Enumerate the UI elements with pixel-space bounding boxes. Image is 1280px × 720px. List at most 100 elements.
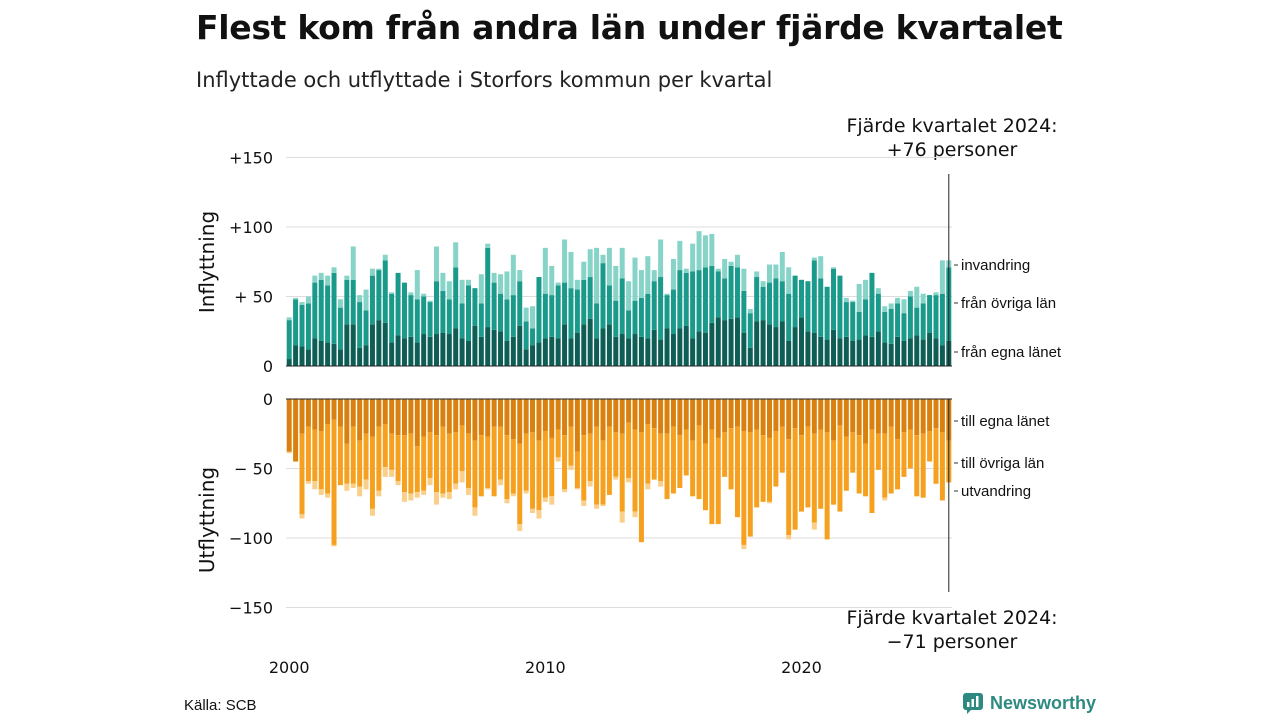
bar-in-segment <box>401 338 407 366</box>
bar-out-segment <box>286 399 292 452</box>
bar-in-segment <box>305 349 311 366</box>
bar-out-segment <box>446 399 452 434</box>
bar-out-segment <box>325 424 331 494</box>
bar-out-segment <box>837 425 843 512</box>
bar-out-segment <box>536 510 542 519</box>
annotation-top-line1: Fjärde kvartalet 2024: <box>846 115 1058 137</box>
bar-out-segment <box>709 429 715 525</box>
bar-in-segment <box>459 303 465 339</box>
y-tick-label-top: +100 <box>229 218 273 237</box>
bar-out-segment <box>888 426 894 494</box>
bar-out-segment <box>811 399 817 434</box>
bar-out-segment <box>888 399 894 427</box>
bar-out-segment <box>382 467 388 477</box>
bar-out-segment <box>312 399 318 430</box>
bar-in-segment <box>850 300 856 303</box>
bar-out-segment <box>350 399 356 427</box>
bar-out-segment <box>389 433 395 470</box>
bar-in-segment <box>831 268 837 330</box>
bar-in-segment <box>337 299 343 308</box>
bar-in-segment <box>690 271 696 339</box>
bar-in-segment <box>337 349 343 366</box>
bar-out-segment <box>555 429 561 458</box>
bar-in-segment <box>856 339 862 366</box>
bar-out-segment <box>325 399 331 425</box>
bar-in-segment <box>498 331 504 366</box>
bar-in-segment <box>453 267 459 329</box>
bar-in-segment <box>779 321 785 366</box>
bar-out-segment <box>357 399 363 441</box>
bar-in-segment <box>696 331 702 366</box>
bar-out-segment <box>318 430 324 490</box>
bar-in-segment <box>606 324 612 366</box>
bar-out-segment <box>651 399 657 429</box>
bar-out-segment <box>312 429 318 482</box>
bar-in-segment <box>299 302 305 305</box>
bar-in-segment <box>594 303 600 339</box>
bar-out-segment <box>594 426 600 505</box>
bar-in-segment <box>389 292 395 294</box>
bar-in-segment <box>587 249 593 278</box>
bar-in-segment <box>299 304 305 347</box>
bar-out-segment <box>677 399 683 436</box>
bar-in-segment <box>728 261 734 266</box>
bar-out-segment <box>863 399 869 444</box>
bar-in-segment <box>895 336 901 366</box>
bar-in-segment <box>414 342 420 366</box>
bar-out-segment <box>536 440 542 511</box>
bar-out-segment <box>485 487 491 490</box>
x-tick-label: 2000 <box>269 658 310 677</box>
bar-out-segment <box>446 433 452 493</box>
bar-out-segment <box>453 399 459 433</box>
bar-in-segment <box>446 299 452 335</box>
bar-out-segment <box>626 399 632 423</box>
bar-in-segment <box>626 338 632 366</box>
bar-out-segment <box>549 496 555 505</box>
bar-out-segment <box>542 399 548 431</box>
bar-out-segment <box>933 399 939 429</box>
bar-in-segment <box>882 311 888 343</box>
bar-in-segment <box>645 338 651 366</box>
bar-out-segment <box>562 435 568 490</box>
bar-in-segment <box>318 279 324 341</box>
bar-in-segment <box>613 300 619 337</box>
bar-out-segment <box>574 487 580 490</box>
bar-in-segment <box>696 270 702 332</box>
bar-out-segment <box>568 399 574 427</box>
bar-in-segment <box>702 235 708 268</box>
bar-in-segment <box>549 265 555 296</box>
bar-in-segment <box>344 324 350 366</box>
bar-in-segment <box>427 300 433 303</box>
bar-out-segment <box>549 437 555 497</box>
bar-in-segment <box>440 290 446 333</box>
x-tick-label: 2010 <box>525 658 566 677</box>
bar-out-segment <box>478 399 484 436</box>
legend-label-out: till övriga län <box>961 455 1044 472</box>
bar-in-segment <box>939 345 945 366</box>
bar-out-segment <box>401 435 407 493</box>
bar-in-segment <box>805 331 811 366</box>
bar-out-segment <box>715 399 721 438</box>
bar-in-segment <box>562 239 568 283</box>
bar-in-segment <box>293 299 299 346</box>
bar-in-segment <box>914 335 920 366</box>
bar-out-segment <box>427 399 433 433</box>
bar-in-segment <box>389 342 395 366</box>
bar-in-segment <box>882 342 888 366</box>
bar-out-segment <box>510 439 516 494</box>
bar-in-segment <box>677 328 683 366</box>
bar-in-segment <box>555 282 561 286</box>
bar-out-segment <box>421 490 427 495</box>
bar-in-segment <box>888 309 894 344</box>
bar-out-segment <box>453 432 459 484</box>
bar-out-segment <box>478 435 484 497</box>
bar-out-segment <box>466 399 472 434</box>
bar-in-segment <box>664 328 670 366</box>
bar-out-segment <box>369 399 375 437</box>
bar-out-segment <box>318 399 324 431</box>
bar-in-segment <box>920 293 926 304</box>
bar-in-segment <box>638 297 644 337</box>
bar-out-segment <box>632 429 638 512</box>
bar-out-segment <box>843 399 849 437</box>
bar-in-segment <box>318 272 324 280</box>
